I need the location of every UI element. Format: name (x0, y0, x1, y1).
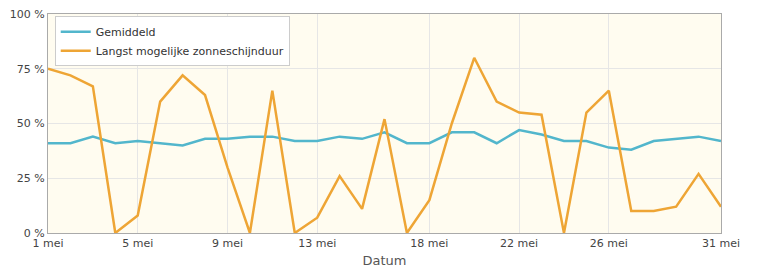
svg-text:26 mei: 26 mei (590, 237, 628, 250)
svg-text:18 mei: 18 mei (410, 237, 448, 250)
svg-text:5 mei: 5 mei (122, 237, 153, 250)
svg-text:31 mei: 31 mei (702, 237, 740, 250)
svg-text:13 mei: 13 mei (298, 237, 336, 250)
svg-text:50 %: 50 % (17, 117, 45, 130)
svg-text:9 mei: 9 mei (212, 237, 243, 250)
svg-text:100 %: 100 % (10, 8, 45, 21)
svg-text:22 mei: 22 mei (500, 237, 538, 250)
svg-text:0 %: 0 % (24, 227, 45, 240)
svg-text:25 %: 25 % (17, 172, 45, 185)
svg-text:75 %: 75 % (17, 63, 45, 76)
svg-text:Langst mogelijke zonneschijndu: Langst mogelijke zonneschijnduur (96, 45, 284, 58)
svg-text:Datum: Datum (363, 253, 407, 268)
svg-text:1 mei: 1 mei (32, 237, 63, 250)
svg-text:Gemiddeld: Gemiddeld (96, 26, 156, 39)
